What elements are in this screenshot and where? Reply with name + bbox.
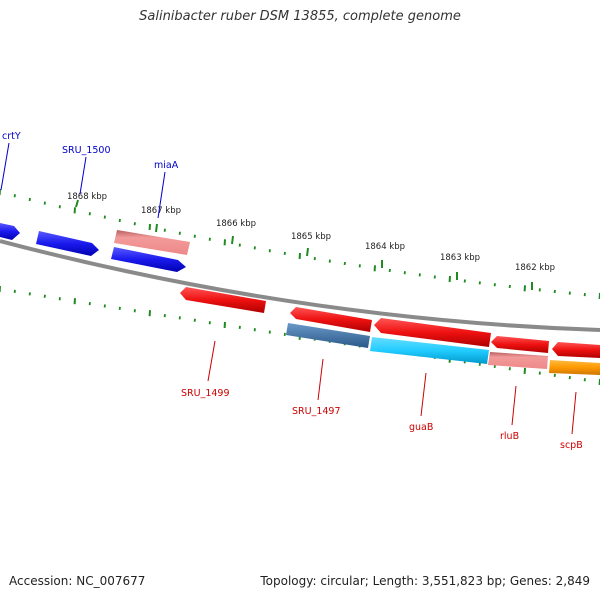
- scale-tick: 1867 kbp: [141, 206, 181, 233]
- scale-tick-label: 1862 kbp: [515, 263, 555, 273]
- leader-line-SRU_1497: [317, 358, 324, 401]
- gene-label-scpB: scpB: [560, 440, 583, 451]
- gene-miaA[interactable]: [114, 230, 190, 255]
- leader-line-crtY: [0, 142, 10, 191]
- scale-tick: 1864 kbp: [365, 242, 405, 268]
- gene-orange-block[interactable]: [549, 360, 600, 375]
- gene-steel-block[interactable]: [286, 323, 370, 348]
- scale-tick: 1863 kbp: [440, 253, 480, 280]
- scale-tick: 1865 kbp: [291, 232, 331, 257]
- scale-tick-label: 1867 kbp: [141, 206, 181, 216]
- gene-scpB[interactable]: [552, 342, 600, 358]
- gene-label-miaA: miaA: [154, 160, 179, 171]
- gene-label-guaB: guaB: [409, 422, 433, 433]
- scale-tick-label: 1864 kbp: [365, 242, 405, 252]
- gene-label-SRU_1500: SRU_1500: [62, 145, 111, 156]
- scale-tick: 1866 kbp: [216, 219, 256, 245]
- scale-tick-label: 1863 kbp: [440, 253, 480, 263]
- upper-tick-row: [0, 189, 600, 300]
- topology-summary: Topology: circular; Length: 3,551,823 bp…: [260, 574, 590, 588]
- leader-line-scpB: [571, 391, 577, 435]
- leader-line-miaA: [157, 171, 166, 219]
- gene-label-SRU_1499: SRU_1499: [181, 388, 230, 399]
- gene-crtY[interactable]: [0, 223, 20, 240]
- scale-tick: 1862 kbp: [515, 263, 555, 290]
- gene-guaB[interactable]: [374, 318, 491, 347]
- gene-SRU_1500[interactable]: [111, 247, 186, 272]
- scale-tick-label: 1868 kbp: [67, 192, 107, 202]
- leader-line-guaB: [420, 372, 427, 417]
- gene-SRU_1497[interactable]: [290, 307, 372, 332]
- gene-label-rluB: rluB: [500, 431, 519, 442]
- gene-rluB[interactable]: [491, 336, 549, 353]
- leader-line-SRU_1500: [79, 156, 87, 195]
- gene-SRU_1499[interactable]: [180, 287, 266, 313]
- leader-line-SRU_1499: [207, 340, 216, 382]
- accession-text: Accession: NC_007677: [9, 574, 146, 588]
- leader-line-rluB: [511, 385, 517, 426]
- gene-cyan-block[interactable]: [370, 337, 489, 364]
- gene-pink-block[interactable]: [488, 352, 548, 369]
- scale-tick-label: 1866 kbp: [216, 219, 256, 229]
- genome-backbone: [0, 239, 600, 332]
- gene-label-SRU_1497: SRU_1497: [292, 406, 341, 417]
- scale-tick-label: 1865 kbp: [291, 232, 331, 242]
- gene-unnamed-forward[interactable]: [36, 231, 99, 256]
- scale-tick: 1868 kbp: [67, 192, 107, 208]
- map-title: Salinibacter ruber DSM 13855, complete g…: [139, 9, 461, 24]
- gene-label-crtY: crtY: [2, 131, 21, 142]
